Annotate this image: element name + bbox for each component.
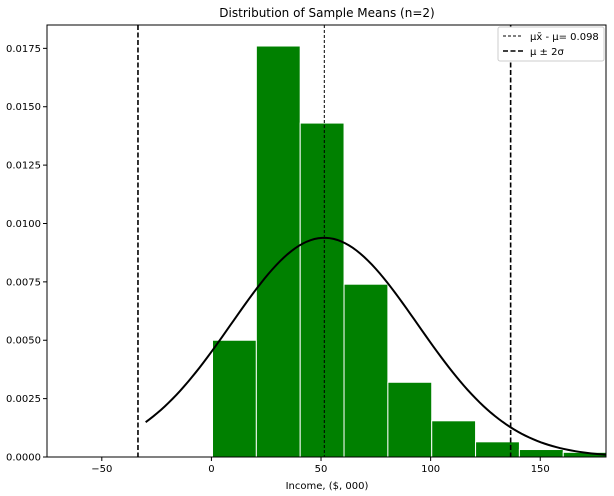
histogram-bar-5	[387, 381, 433, 458]
histogram-bar-6	[431, 420, 477, 458]
x-tick-label: 100	[421, 464, 440, 475]
histogram-bar-7	[475, 441, 520, 458]
y-axis-ticks: 0.0000 0.0025 0.0050 0.0075 0.0100 0.0125 0.01…	[6, 44, 47, 464]
y-tick-label: 0.0025	[6, 394, 41, 405]
chart-title: Distribution of Sample Means (n=2)	[219, 6, 434, 20]
y-tick-label: 0.0000	[6, 453, 41, 464]
x-axis-ticks: −50 0 50 100 150	[91, 457, 550, 475]
y-tick-label: 0.0100	[6, 219, 41, 230]
y-tick-label: 0.0150	[6, 102, 41, 113]
histogram-bar-2	[255, 45, 301, 458]
reference-lines	[137, 25, 512, 457]
legend-mean-label: μx̄ - μ= 0.098	[530, 32, 599, 43]
y-tick-label: 0.0125	[6, 161, 41, 172]
normal-curve	[145, 236, 607, 456]
histogram-bars	[212, 45, 607, 458]
histogram-bar-8	[518, 449, 564, 458]
legend-box	[497, 26, 605, 62]
histogram-bar-1	[212, 339, 257, 458]
x-tick-label: −50	[91, 464, 112, 475]
x-axis-title: Income, ($, 000)	[286, 481, 369, 492]
x-tick-label: 150	[531, 464, 550, 475]
normal-curve-layer	[145, 236, 607, 456]
y-tick-label: 0.0175	[6, 44, 41, 55]
legend: μx̄ - μ= 0.098 μ ± 2σ	[497, 26, 605, 62]
legend-sigma-label: μ ± 2σ	[530, 47, 564, 58]
plot-frame	[46, 24, 607, 458]
x-tick-label: 50	[315, 464, 328, 475]
x-tick-label: 0	[208, 464, 214, 475]
y-tick-label: 0.0050	[6, 336, 41, 347]
histogram-bar-3	[299, 122, 345, 458]
histogram-bar-4	[343, 283, 389, 458]
y-tick-label: 0.0075	[6, 277, 41, 288]
